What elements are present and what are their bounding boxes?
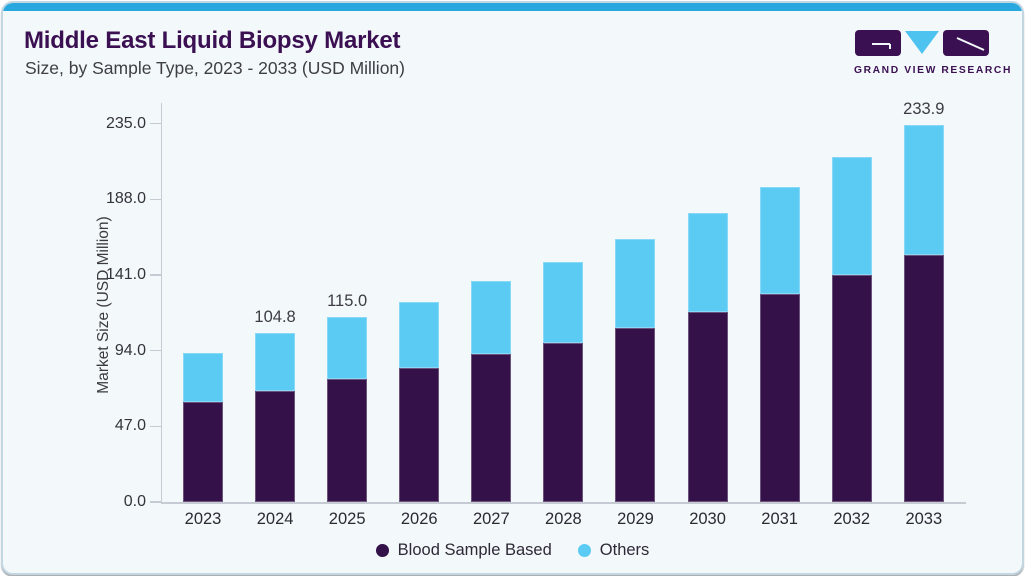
bar-segment-blood-sample-based bbox=[831, 275, 872, 502]
bar-total-label: 104.8 bbox=[254, 308, 296, 327]
bar-segment-blood-sample-based bbox=[255, 390, 296, 502]
bar-segment-others bbox=[255, 333, 296, 391]
x-axis-label: 2029 bbox=[617, 510, 654, 528]
bar-segment-others bbox=[543, 261, 584, 343]
x-axis-label: 2026 bbox=[400, 510, 438, 528]
bar-segment-blood-sample-based bbox=[759, 294, 800, 502]
bar-segment-blood-sample-based bbox=[471, 354, 512, 502]
bar-segment-others bbox=[903, 125, 944, 255]
bar-segment-others bbox=[687, 213, 728, 312]
x-axis-label: 2032 bbox=[833, 510, 871, 528]
legend-label: Others bbox=[599, 541, 650, 559]
page-title: Middle East Liquid Biopsy Market bbox=[24, 27, 401, 54]
bar-segment-others bbox=[759, 186, 800, 295]
y-tick-label: 188.0 bbox=[105, 190, 146, 208]
x-axis-line bbox=[160, 502, 966, 504]
y-tick-label: 47.0 bbox=[114, 417, 146, 435]
bar-segment-others bbox=[399, 301, 440, 368]
card-top-accent-bar bbox=[3, 3, 1022, 11]
bar-segment-blood-sample-based bbox=[183, 401, 223, 502]
y-tick-mark bbox=[150, 349, 161, 352]
bar-segment-blood-sample-based bbox=[687, 311, 728, 502]
x-axis-label: 2030 bbox=[689, 510, 726, 528]
bar-segment-others bbox=[471, 280, 512, 355]
y-tick-label: 235.0 bbox=[105, 114, 146, 132]
y-tick-mark bbox=[150, 501, 161, 503]
y-tick-mark bbox=[150, 122, 161, 125]
x-axis-label: 2033 bbox=[905, 510, 943, 528]
gvr-logo: GRAND VIEW RESEARCH bbox=[854, 29, 1012, 76]
y-axis-line bbox=[160, 103, 162, 503]
y-tick-mark bbox=[150, 274, 161, 276]
chart-legend: Blood Sample Based Others bbox=[3, 541, 1022, 560]
bar-segment-others bbox=[183, 353, 223, 402]
bar-total-label: 115.0 bbox=[327, 291, 368, 310]
y-tick-mark bbox=[150, 198, 161, 201]
bar-segment-others bbox=[615, 238, 656, 328]
bar-total-label: 233.9 bbox=[903, 100, 945, 119]
legend-swatch-icon bbox=[375, 544, 389, 557]
y-tick-label: 94.0 bbox=[114, 341, 146, 359]
bar-segment-blood-sample-based bbox=[543, 342, 584, 502]
bar-segment-others bbox=[831, 156, 872, 276]
y-axis-title: Market Size (USD Million) bbox=[95, 216, 112, 394]
bar-segment-blood-sample-based bbox=[399, 367, 440, 502]
page-subtitle: Size, by Sample Type, 2023 - 2033 (USD M… bbox=[25, 58, 405, 78]
x-axis-label: 2031 bbox=[761, 510, 798, 528]
legend-item: Blood Sample Based bbox=[375, 541, 552, 560]
y-tick-label: 0.0 bbox=[123, 493, 146, 510]
x-axis-label: 2027 bbox=[472, 510, 510, 528]
bar-segment-blood-sample-based bbox=[903, 254, 944, 502]
y-tick-label: 141.0 bbox=[105, 265, 146, 283]
x-axis-label: 2024 bbox=[256, 510, 294, 528]
legend-swatch-icon bbox=[577, 544, 591, 557]
x-axis-label: 2028 bbox=[545, 510, 582, 528]
x-axis-label: 2025 bbox=[328, 510, 366, 528]
bar-segment-others bbox=[327, 316, 368, 380]
legend-item: Others bbox=[577, 541, 650, 560]
y-tick-mark bbox=[150, 425, 161, 428]
bar-segment-blood-sample-based bbox=[615, 327, 656, 502]
legend-label: Blood Sample Based bbox=[397, 541, 552, 559]
gvr-logo-icon bbox=[855, 30, 989, 56]
bar-segment-blood-sample-based bbox=[327, 379, 368, 502]
gvr-logo-text: GRAND VIEW RESEARCH bbox=[854, 65, 1012, 76]
x-axis-label: 2023 bbox=[184, 510, 222, 528]
